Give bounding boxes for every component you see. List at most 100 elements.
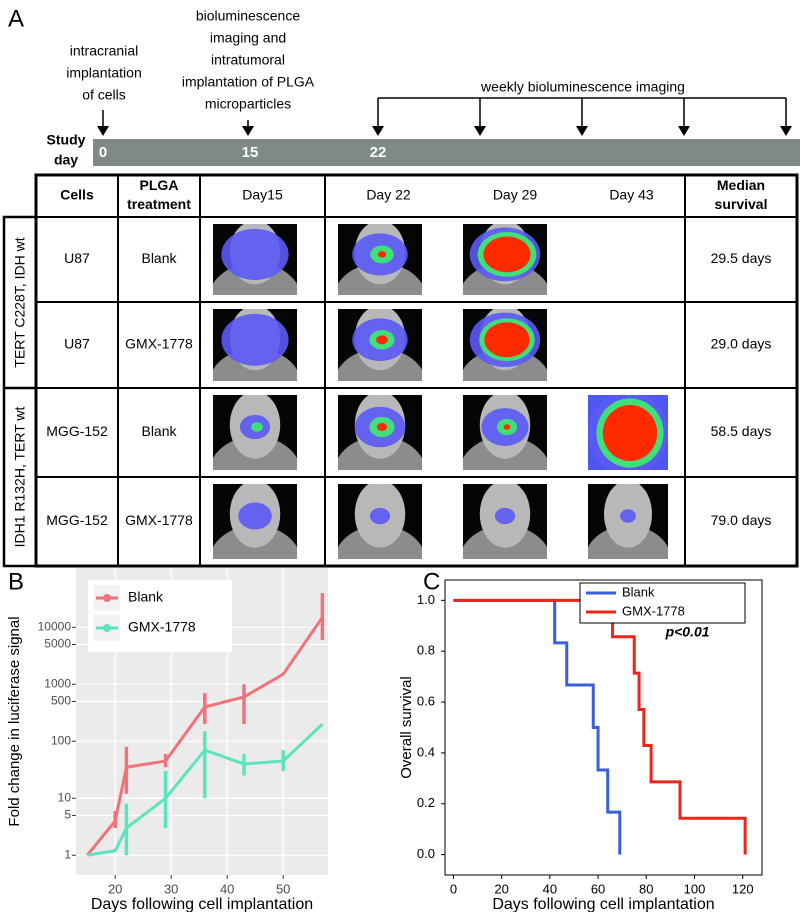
x-axis-title: Days following cell implantation [91, 896, 313, 912]
study-day: 15 [242, 144, 259, 161]
table-header: Day 43 [609, 187, 654, 203]
panel-label: C [423, 568, 440, 595]
plot-frame [444, 579, 763, 876]
y-tick-label: 1.0 [417, 592, 435, 607]
y-tick-label: 5000 [44, 637, 71, 651]
y-tick-label: 0.0 [417, 846, 435, 861]
bioluminescence-image [463, 484, 547, 559]
x-tick-label: 50 [276, 881, 290, 896]
arrow-head [780, 126, 792, 136]
series-line [86, 723, 324, 857]
timeline-annotation: weekly bioluminescence imaging [480, 79, 685, 95]
legend-label: GMX-1778 [128, 619, 196, 635]
signal [376, 422, 388, 432]
timeline-annotation: bioluminescence [196, 8, 300, 24]
legend-label: Blank [128, 589, 164, 605]
timeline-annotation: microparticles [205, 96, 291, 112]
x-tick-label: 120 [732, 881, 754, 896]
x-tick-label: 30 [164, 881, 178, 896]
signal [602, 404, 658, 462]
y-tick-label: 10 [58, 790, 72, 804]
timeline-annotation: of cells [82, 87, 126, 103]
x-tick-label: 40 [220, 881, 234, 896]
signal [484, 322, 530, 358]
table-header: Cells [60, 187, 94, 203]
table-cell: GMX-1778 [125, 512, 193, 528]
table-header: Median [717, 177, 765, 193]
table-frame [34, 173, 799, 568]
timeline-annotation: implantation of PLGA [182, 74, 315, 90]
signal [494, 507, 516, 525]
panel-label: A [8, 5, 24, 32]
bioluminescence-image [588, 395, 668, 470]
x-tick-label: 100 [684, 881, 706, 896]
arrow-head [97, 126, 109, 136]
table-header: Day 22 [366, 187, 411, 203]
y-tick-label: 0.8 [417, 643, 435, 658]
bioluminescence-image [213, 395, 297, 470]
table-header: Day 29 [493, 187, 538, 203]
x-tick-label: 80 [639, 881, 653, 896]
table-cell: 29.0 days [711, 336, 772, 352]
arrow-head [372, 126, 384, 136]
signal [238, 502, 272, 530]
y-tick-label: 1 [64, 847, 71, 861]
study-day: 22 [370, 144, 387, 161]
y-tick-label: 0.2 [417, 795, 435, 810]
study-day-label: day [54, 152, 78, 168]
bioluminescence-image [213, 224, 297, 295]
signal [369, 507, 391, 525]
study-day-label: Study [47, 132, 86, 148]
signal [221, 228, 289, 280]
x-tick-label: 0 [450, 881, 457, 896]
timeline-annotation: intracranial [70, 43, 138, 59]
y-tick-label: 0.4 [417, 744, 435, 759]
table-cell: U87 [64, 250, 90, 266]
table-cell: MGG-152 [46, 512, 108, 528]
bioluminescence-image [588, 484, 668, 559]
bioluminescence-image [338, 484, 422, 559]
arrow-head [678, 126, 690, 136]
bioluminescence-image [213, 309, 297, 381]
y-tick-label: 5 [64, 808, 71, 822]
y-tick-label: 10000 [38, 620, 72, 634]
x-tick-label: 20 [494, 881, 508, 896]
signal [221, 313, 289, 366]
y-tick-label: 0.6 [417, 694, 435, 709]
legend-label: GMX-1778 [622, 603, 685, 618]
legend-key-point [103, 624, 111, 632]
group-label: IDH1 R132H, TERT wt [12, 406, 28, 547]
table-header: survival [715, 196, 768, 212]
table-header: treatment [127, 196, 191, 212]
y-tick-label: 1000 [44, 676, 71, 690]
y-axis-title: Overall survival [398, 676, 415, 779]
legend-label: Blank [622, 584, 655, 599]
table-cell: GMX-1778 [125, 336, 193, 352]
table-header: PLGA [140, 177, 179, 193]
table-cell: 79.0 days [711, 512, 772, 528]
table-cell: Blank [141, 423, 177, 439]
signal [620, 509, 636, 523]
y-tick-label: 100 [51, 733, 71, 747]
x-tick-label: 40 [543, 881, 557, 896]
timeline-annotation: intratumoral [211, 52, 285, 68]
signal [376, 335, 388, 345]
x-axis-title: Days following cell implantation [492, 896, 714, 912]
study-day: 0 [99, 144, 107, 161]
x-tick-label: 20 [108, 881, 122, 896]
arrow-head [576, 126, 588, 136]
bioluminescence-image [463, 395, 547, 470]
y-axis-title: Fold change in luciferase signal [6, 616, 23, 826]
bioluminescence-image [463, 224, 547, 295]
table-cell: 29.5 days [711, 250, 772, 266]
table-cell: U87 [64, 336, 90, 352]
timeline-annotation: imaging and [210, 30, 286, 46]
survival-curve [453, 598, 622, 855]
timeline-annotation: implantation [66, 65, 142, 81]
signal [377, 251, 387, 258]
timeline-bar [93, 139, 800, 166]
bioluminescence-image [213, 484, 297, 559]
signal [503, 424, 511, 430]
